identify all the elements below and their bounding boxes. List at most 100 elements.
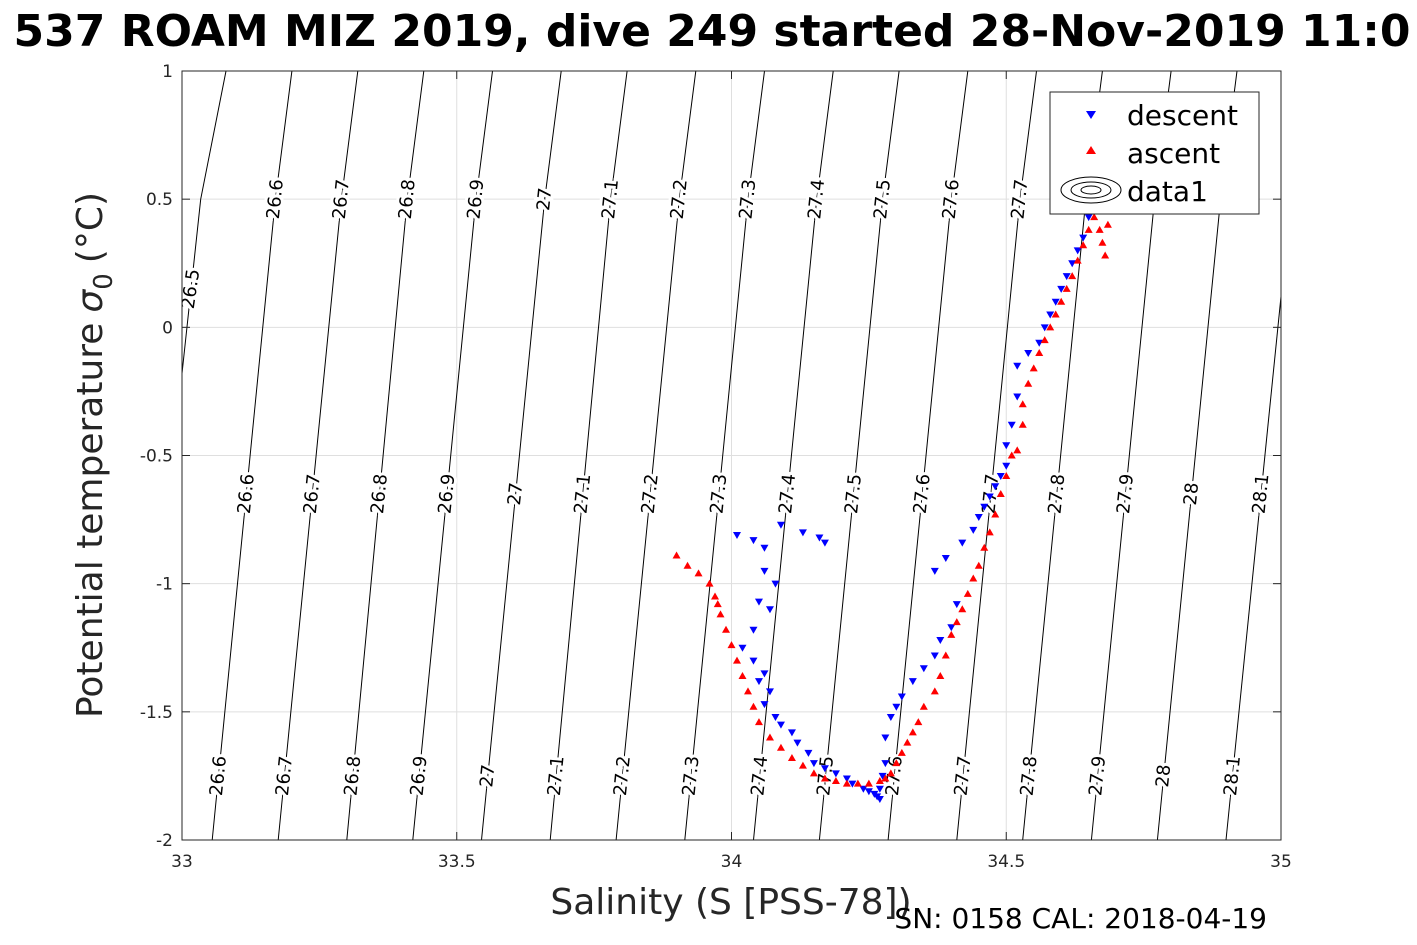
density-contour-label: 26.6 bbox=[234, 473, 259, 515]
ascent-point bbox=[892, 759, 901, 767]
density-contour-label: 27.3 bbox=[679, 755, 704, 797]
y-tick-label: -0.5 bbox=[140, 447, 173, 467]
footer-serial-calibration: SN: 0158 CAL: 2018-04-19 bbox=[894, 902, 1267, 935]
x-tick-label: 34.5 bbox=[987, 852, 1025, 872]
density-contour-label: 26.8 bbox=[340, 755, 365, 797]
ascent-point bbox=[798, 761, 807, 769]
density-contour-line bbox=[956, 71, 1037, 840]
density-contour-label: 27.8 bbox=[1044, 473, 1069, 515]
descent-point bbox=[878, 772, 887, 780]
descent-point bbox=[930, 567, 939, 575]
ascent-point bbox=[881, 774, 890, 782]
density-contour-label: 26.9 bbox=[407, 755, 432, 797]
descent-point bbox=[765, 606, 774, 614]
ascent-point bbox=[1062, 284, 1071, 292]
descent-point bbox=[1068, 260, 1077, 268]
descent-point bbox=[980, 503, 989, 511]
ascent-point bbox=[749, 702, 758, 710]
ascent-point bbox=[1018, 420, 1027, 428]
ascent-point bbox=[716, 610, 725, 618]
density-contour-label: 26.8 bbox=[395, 178, 420, 220]
ascent-point bbox=[738, 671, 747, 679]
ascent-point bbox=[963, 589, 972, 597]
descent-point bbox=[793, 739, 802, 747]
ascent-point bbox=[711, 592, 720, 600]
density-contour-label: 27.7 bbox=[951, 755, 976, 797]
legend-contour-icon bbox=[1060, 176, 1122, 204]
ascent-point bbox=[974, 561, 983, 569]
density-contour-label: 26.8 bbox=[367, 473, 392, 515]
descent-point bbox=[1079, 234, 1088, 242]
density-contour-line bbox=[684, 71, 765, 840]
descent-point bbox=[820, 539, 829, 547]
y-tick-label: -1.5 bbox=[140, 703, 173, 723]
ascent-point bbox=[1073, 256, 1082, 264]
descent-point bbox=[996, 473, 1005, 481]
density-contour-label: 28.1 bbox=[1220, 755, 1245, 797]
descent-point bbox=[760, 701, 769, 709]
density-contour-line bbox=[615, 71, 697, 840]
density-contour-label: 27 bbox=[504, 481, 527, 506]
descent-point bbox=[875, 785, 884, 793]
x-axis-ticks: 33 33.5 34 34.5 35 bbox=[171, 71, 1292, 872]
y-axis-label-symbol: σ bbox=[70, 289, 111, 313]
descent-point bbox=[941, 555, 950, 563]
ascent-point bbox=[897, 748, 906, 756]
ascent-point bbox=[820, 774, 829, 782]
density-contour-line bbox=[211, 71, 293, 840]
descent-point bbox=[1013, 362, 1022, 370]
ascent-point bbox=[727, 641, 736, 649]
ascent-point bbox=[1024, 379, 1033, 387]
x-tick-label: 35 bbox=[1270, 852, 1292, 872]
descent-point bbox=[1035, 339, 1044, 347]
descent-point bbox=[958, 539, 967, 547]
density-contour-label: 28 bbox=[1152, 763, 1175, 788]
descent-point bbox=[804, 749, 813, 757]
y-tick-label: -1 bbox=[156, 575, 173, 595]
ascent-point bbox=[1084, 225, 1093, 233]
descent-point bbox=[754, 678, 763, 686]
x-tick-label: 34 bbox=[721, 852, 743, 872]
ascent-point bbox=[1079, 241, 1088, 249]
density-contour-label: 27 bbox=[533, 187, 556, 212]
descent-point bbox=[738, 644, 747, 652]
y-tick-label: 1 bbox=[162, 62, 173, 82]
descent-point bbox=[732, 531, 741, 539]
descent-point bbox=[848, 780, 857, 788]
x-tick-label: 33.5 bbox=[438, 852, 476, 872]
ascent-point bbox=[969, 574, 978, 582]
density-contour-label: 27.2 bbox=[638, 473, 663, 515]
density-contour-label: 26.6 bbox=[263, 178, 288, 220]
descent-point bbox=[1051, 298, 1060, 306]
ascent-point bbox=[991, 510, 1000, 518]
y-tick-label: 0.5 bbox=[146, 190, 173, 210]
ascent-point bbox=[776, 743, 785, 751]
legend-data1-label: data1 bbox=[1127, 175, 1208, 208]
ascent-point bbox=[831, 777, 840, 785]
descent-point bbox=[1007, 421, 1016, 429]
ascent-point bbox=[875, 777, 884, 785]
ascent-point bbox=[958, 605, 967, 613]
density-contour-line bbox=[818, 71, 900, 840]
descent-point bbox=[859, 785, 868, 793]
legend-ascent-label: ascent bbox=[1127, 137, 1220, 170]
density-contour-label: 27.4 bbox=[775, 473, 800, 515]
descent-point bbox=[809, 760, 818, 768]
descent-point bbox=[831, 770, 840, 778]
ascent-point bbox=[787, 753, 796, 761]
ascent-point bbox=[743, 687, 752, 695]
descent-point bbox=[864, 788, 873, 796]
descent-point bbox=[749, 657, 758, 665]
density-contour-label: 27.2 bbox=[667, 178, 692, 220]
ascent-point bbox=[683, 561, 692, 569]
density-contour-label: 27.9 bbox=[1085, 755, 1110, 797]
descent-point bbox=[908, 678, 917, 686]
descent-point bbox=[820, 765, 829, 773]
descent-point bbox=[760, 567, 769, 575]
ascent-point bbox=[1103, 220, 1112, 228]
ascent-point bbox=[1068, 272, 1077, 280]
descent-point bbox=[815, 534, 824, 542]
descent-point bbox=[776, 521, 785, 529]
density-contour-label: 27.3 bbox=[735, 178, 760, 220]
ascent-point bbox=[864, 779, 873, 787]
